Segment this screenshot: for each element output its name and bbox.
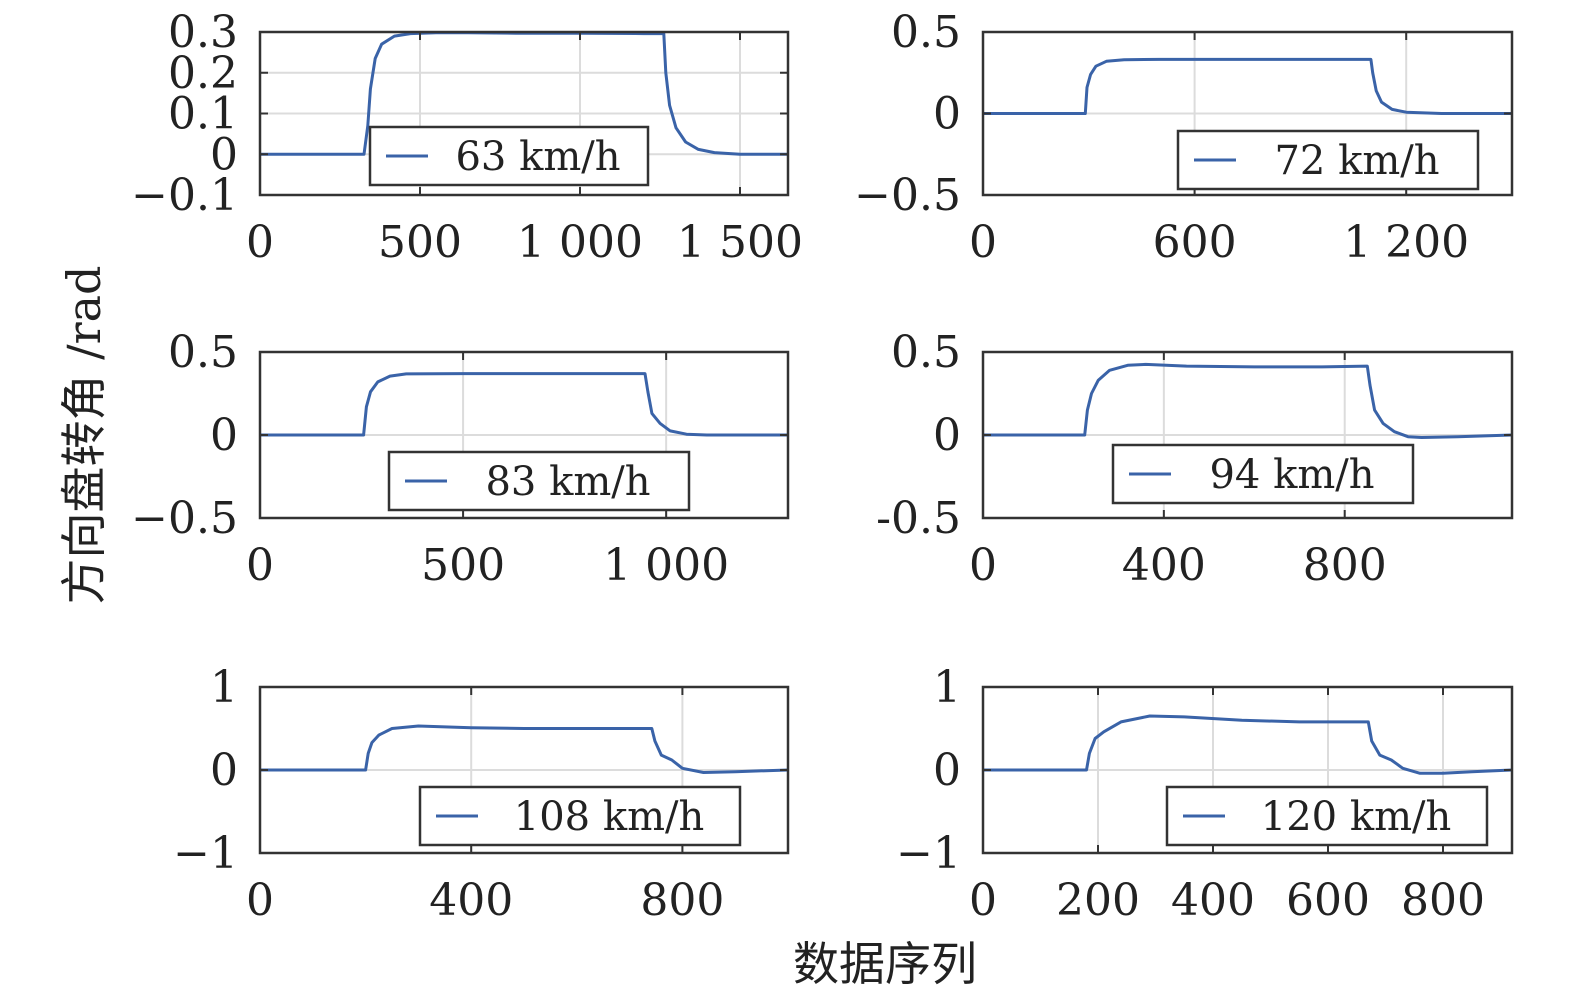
y-tick-label: 0.5: [891, 7, 961, 58]
x-tick-label: 800: [1303, 540, 1387, 591]
legend: 120 km/h: [1165, 785, 1489, 847]
legend: 63 km/h: [368, 125, 650, 187]
x-tick-label: 400: [1122, 540, 1206, 591]
x-tick-label: 1 000: [517, 217, 643, 268]
y-tick-label: 1: [210, 662, 238, 713]
subplot-3: 0 500 1 000−0.500.583 km/h: [131, 327, 790, 591]
x-tick-label: 0: [246, 217, 274, 268]
x-tick-label: 800: [640, 875, 724, 926]
legend: 72 km/h: [1176, 129, 1480, 191]
x-tick-label: 800: [1401, 875, 1485, 926]
x-tick-label: 0: [969, 217, 997, 268]
x-tick-label: 1 200: [1343, 217, 1469, 268]
y-tick-label: 0: [933, 89, 961, 140]
x-tick-label: 500: [421, 540, 505, 591]
subplot-2: 0 600 1 200−0.500.572 km/h: [854, 7, 1514, 268]
y-tick-label: 1: [933, 662, 961, 713]
legend-label: 63 km/h: [455, 134, 620, 180]
series-line: [983, 57, 1512, 115]
x-tick-label: 600: [1153, 217, 1237, 268]
y-tick-label: -0.5: [876, 493, 961, 544]
y-tick-label: 0.3: [168, 7, 238, 58]
legend: 94 km/h: [1111, 443, 1415, 505]
x-tick-label: 0: [246, 540, 274, 591]
x-tick-label: 500: [378, 217, 462, 268]
y-tick-label: 0: [933, 410, 961, 461]
y-tick-label: 0.5: [891, 327, 961, 378]
y-tick-label: 0.2: [168, 48, 238, 99]
series-line: [983, 362, 1513, 439]
series-line: [260, 372, 788, 437]
y-tick-label: −0.5: [854, 170, 961, 221]
y-tick-label: 0.1: [168, 89, 238, 140]
y-tick-label: −1: [173, 828, 238, 879]
legend-label: 94 km/h: [1209, 452, 1374, 498]
x-tick-label: 1 500: [677, 217, 803, 268]
x-tick-label: 0: [969, 875, 997, 926]
legend-label: 108 km/h: [514, 794, 704, 840]
legend-label: 83 km/h: [485, 459, 650, 505]
y-tick-label: 0: [210, 129, 238, 180]
y-tick-label: 0: [210, 745, 238, 796]
y-tick-label: −0.1: [131, 170, 238, 221]
subplot-1: 0 500 1 000 1 500−0.100.10.20.363 km/h: [131, 7, 803, 268]
series-line: [983, 714, 1513, 775]
y-axis-title: 方向盘转角 /rad: [57, 266, 111, 605]
x-tick-label: 0: [969, 540, 997, 591]
legend-label: 120 km/h: [1261, 794, 1451, 840]
x-tick-label: 400: [1171, 875, 1255, 926]
x-tick-label: 600: [1286, 875, 1370, 926]
subplots-container: 0 500 1 000 1 500−0.100.10.20.363 km/h0 600 1…: [131, 7, 1514, 926]
x-axis-title: 数据序列: [793, 937, 977, 991]
x-tick-label: 200: [1056, 875, 1140, 926]
x-tick-label: 1 000: [603, 540, 729, 591]
x-tick-label: 0: [246, 875, 274, 926]
x-tick-label: 400: [429, 875, 513, 926]
y-tick-label: 0: [210, 410, 238, 461]
series-line: [260, 724, 789, 774]
legend: 108 km/h: [418, 785, 742, 847]
subplot-4: 0 400 800-0.500.594 km/h: [876, 327, 1514, 591]
y-tick-label: 0.5: [168, 327, 238, 378]
y-tick-label: 0: [933, 745, 961, 796]
legend: 83 km/h: [387, 450, 691, 512]
y-tick-label: −0.5: [131, 493, 238, 544]
y-tick-label: −1: [896, 828, 961, 879]
legend-label: 72 km/h: [1274, 138, 1439, 184]
